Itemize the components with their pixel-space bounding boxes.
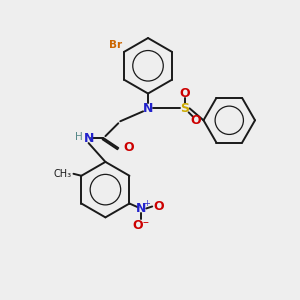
Text: O⁻: O⁻ [133, 219, 150, 232]
Text: O: O [190, 114, 201, 127]
Text: S: S [180, 102, 189, 115]
Text: O: O [179, 87, 190, 100]
Text: N: N [83, 132, 94, 145]
Text: O: O [123, 140, 134, 154]
Text: O: O [154, 200, 164, 213]
Text: N: N [143, 102, 153, 115]
Text: N: N [136, 202, 146, 215]
Text: H: H [75, 132, 82, 142]
Text: Br: Br [109, 40, 122, 50]
Text: CH₃: CH₃ [53, 169, 71, 179]
Text: +: + [143, 199, 150, 208]
